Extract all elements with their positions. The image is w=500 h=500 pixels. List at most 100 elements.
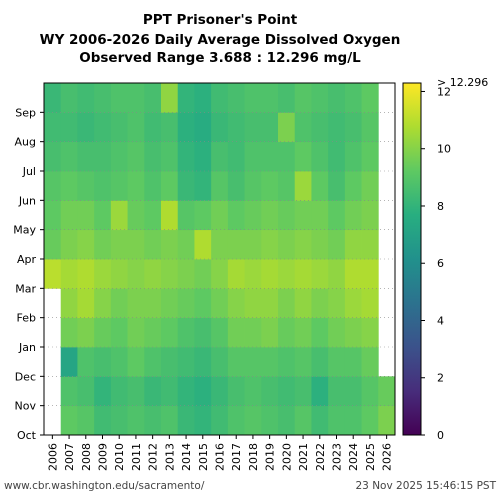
- heatmap-cell: [127, 347, 145, 377]
- heatmap-cell: [261, 347, 279, 377]
- heatmap-cell: [344, 376, 362, 407]
- heatmap-cell: [144, 259, 162, 289]
- heatmap-cell: [244, 259, 262, 289]
- heatmap-cell: [110, 317, 128, 348]
- heatmap-cell: [110, 347, 128, 377]
- colorbar-tick-label: 2: [437, 372, 444, 385]
- heatmap-cell: [77, 112, 95, 143]
- heatmap-cell: [177, 141, 195, 172]
- heatmap-cell: [77, 229, 95, 260]
- heatmap-cells: [44, 83, 396, 436]
- colorbar-tick-label: 0: [437, 429, 444, 442]
- heatmap-cell: [261, 259, 279, 289]
- heatmap-cell: [227, 112, 245, 143]
- colorbar-tick-label: 4: [437, 314, 444, 327]
- colorbar-tick-label: 6: [437, 257, 444, 270]
- x-tick-label: 2024: [347, 443, 360, 471]
- y-tick-label: Feb: [17, 312, 36, 325]
- heatmap-cell: [127, 259, 145, 289]
- heatmap-cell: [361, 83, 379, 113]
- heatmap-cell: [110, 405, 128, 436]
- heatmap-cell: [361, 288, 379, 319]
- heatmap-cell: [311, 229, 329, 260]
- colorbar-tick-label: 10: [437, 143, 451, 156]
- heatmap-cell: [244, 141, 262, 172]
- heatmap-cell: [244, 405, 262, 436]
- heatmap-cell: [328, 83, 346, 113]
- heatmap-cell: [77, 405, 95, 436]
- heatmap-cell: [294, 405, 312, 436]
- heatmap-cell: [211, 229, 229, 260]
- heatmap-cell: [110, 229, 128, 260]
- heatmap-cell: [211, 200, 229, 231]
- heatmap-cell: [77, 83, 95, 113]
- x-tick-label: 2012: [147, 443, 160, 471]
- heatmap-cell: [127, 112, 145, 143]
- heatmap-cell: [60, 376, 78, 407]
- heatmap-cell: [177, 83, 195, 113]
- heatmap-cell: [344, 141, 362, 172]
- x-tick-label: 2025: [364, 443, 377, 471]
- heatmap-cell: [194, 229, 212, 260]
- heatmap-cell: [244, 229, 262, 260]
- heatmap-cell: [344, 200, 362, 231]
- heatmap-cell: [60, 141, 78, 172]
- heatmap-cell: [94, 171, 112, 201]
- heatmap-cell: [244, 317, 262, 348]
- heatmap-cell: [294, 141, 312, 172]
- heatmap-cell: [278, 259, 296, 289]
- heatmap-cell: [177, 259, 195, 289]
- heatmap-cell: [77, 200, 95, 231]
- heatmap-cell: [378, 376, 396, 407]
- x-tick-label: 2021: [297, 443, 310, 471]
- x-tick-label: 2007: [63, 443, 76, 471]
- heatmap-cell: [110, 259, 128, 289]
- heatmap-cell: [294, 171, 312, 201]
- heatmap-cell: [278, 376, 296, 407]
- heatmap-cell: [211, 405, 229, 436]
- heatmap-cell: [294, 317, 312, 348]
- heatmap-cell: [127, 405, 145, 436]
- heatmap-cell: [361, 229, 379, 260]
- heatmap-cell: [194, 171, 212, 201]
- heatmap-cell: [227, 200, 245, 231]
- heatmap-cell: [177, 229, 195, 260]
- x-tick-label: 2023: [331, 443, 344, 471]
- x-tick-label: 2026: [381, 443, 394, 471]
- heatmap-cell: [278, 317, 296, 348]
- heatmap-cell: [110, 112, 128, 143]
- heatmap-cell: [44, 112, 62, 143]
- y-tick-label: Jun: [18, 194, 36, 207]
- heatmap-cell: [211, 112, 229, 143]
- heatmap-cell: [177, 376, 195, 407]
- heatmap-cell: [144, 376, 162, 407]
- x-tick-label: 2017: [230, 443, 243, 471]
- heatmap-cell: [194, 405, 212, 436]
- heatmap-cell: [261, 141, 279, 172]
- heatmap-cell: [311, 141, 329, 172]
- heatmap-cell: [328, 376, 346, 407]
- x-tick-label: 2016: [214, 443, 227, 471]
- heatmap-cell: [44, 83, 62, 113]
- heatmap-cell: [77, 376, 95, 407]
- heatmap-cell: [177, 200, 195, 231]
- heatmap-cell: [294, 229, 312, 260]
- heatmap-cell: [227, 171, 245, 201]
- y-tick-label: May: [13, 224, 36, 237]
- heatmap-cell: [44, 200, 62, 231]
- heatmap-cell: [278, 83, 296, 113]
- heatmap-cell: [94, 83, 112, 113]
- heatmap-cell: [328, 141, 346, 172]
- heatmap-cell: [127, 200, 145, 231]
- colorbar-tick-label: 12: [437, 85, 451, 98]
- heatmap-cell: [278, 112, 296, 143]
- heatmap-cell: [211, 141, 229, 172]
- heatmap-cell: [194, 259, 212, 289]
- heatmap-cell: [194, 141, 212, 172]
- heatmap-cell: [344, 288, 362, 319]
- heatmap-cell: [278, 200, 296, 231]
- heatmap-cell: [311, 405, 329, 436]
- heatmap-cell: [177, 171, 195, 201]
- heatmap-cell: [161, 347, 179, 377]
- heatmap-cell: [278, 141, 296, 172]
